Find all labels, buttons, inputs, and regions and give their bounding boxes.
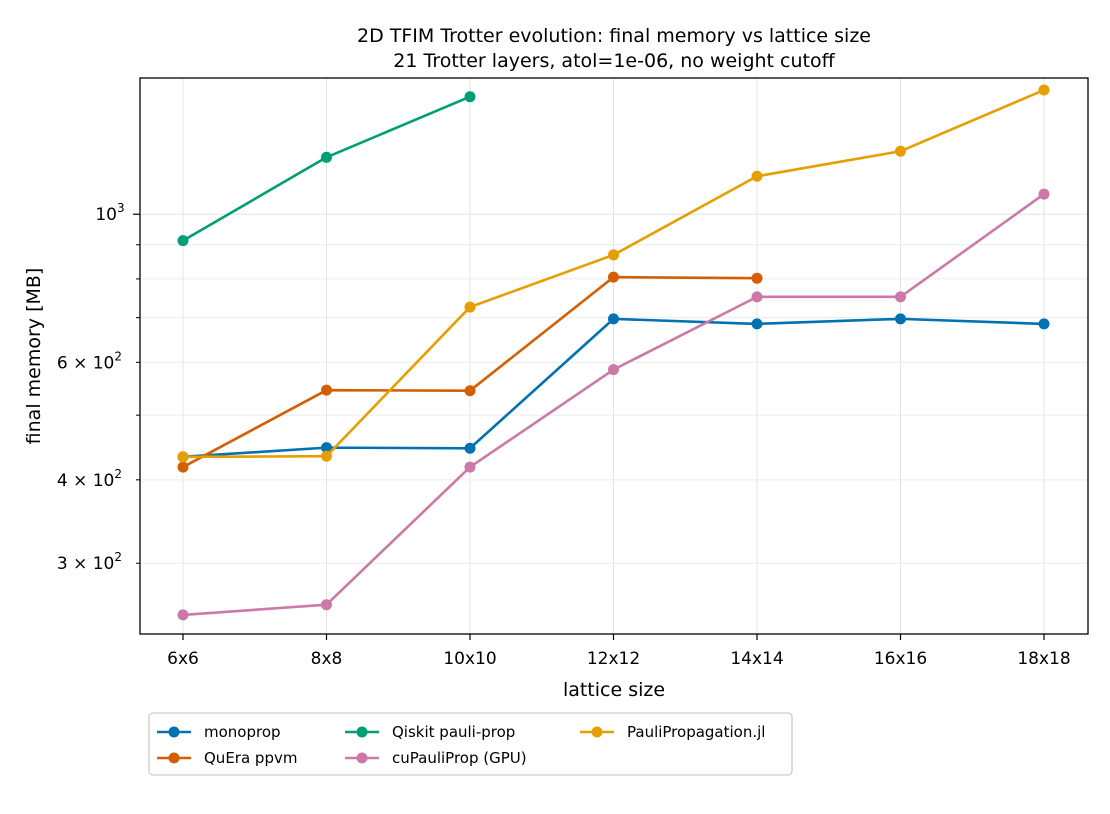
series-cupauliprop-gpu [177, 188, 1050, 621]
x-tick-label: 14x14 [730, 649, 783, 669]
data-point [464, 385, 476, 397]
data-point [608, 313, 619, 325]
data-point [321, 384, 332, 396]
legend-marker [168, 726, 180, 738]
legend-item: cuPauliProp (GPU) [345, 749, 527, 767]
series-qiskit-pauli-prop [177, 91, 476, 247]
data-point [895, 145, 906, 157]
y-tick-label: 103 [95, 201, 124, 225]
data-point [177, 451, 189, 463]
legend-item: Qiskit pauli-prop [345, 723, 515, 741]
x-tick-label: 12x12 [587, 649, 640, 669]
data-point [751, 272, 763, 284]
y-axis-ticks: 103 3 × 102 4 × 102 6 × 102 [57, 201, 140, 574]
legend-label: QuEra ppvm [204, 749, 297, 767]
legend-marker [356, 752, 368, 764]
legend-item: QuEra ppvm [157, 749, 297, 767]
legend-frame [148, 712, 793, 776]
legend-label: monoprop [204, 723, 281, 741]
data-point [608, 249, 619, 261]
data-point [321, 442, 332, 454]
data-point [1038, 84, 1050, 96]
data-point [464, 442, 476, 454]
x-axis-label: lattice size [563, 679, 665, 701]
x-tick-label: 6x6 [167, 649, 199, 669]
data-point [895, 313, 906, 325]
x-axis-ticks: 6x6 8x8 10x10 12x12 14x14 16x16 18x18 [167, 634, 1071, 669]
data-point [321, 450, 332, 462]
legend-marker [168, 752, 180, 764]
legend: monoprop QuEra ppvm Qiskit pauli-prop cuPau… [148, 712, 793, 776]
series-layer [177, 84, 1050, 621]
plot-frame [139, 77, 1089, 635]
data-point [895, 291, 906, 303]
legend-label: Qiskit pauli-prop [392, 723, 515, 741]
data-point [177, 235, 189, 247]
data-point [177, 461, 189, 473]
series-monoprop [177, 313, 1050, 463]
data-point [1038, 188, 1050, 200]
y-tick-label: 3 × 102 [57, 550, 122, 574]
legend-marker [356, 726, 368, 738]
chart-subtitle: 21 Trotter layers, atol=1e-06, no weight… [393, 50, 835, 72]
data-point [321, 599, 332, 611]
data-point [608, 271, 619, 283]
data-point [751, 291, 763, 303]
legend-marker [591, 726, 603, 738]
legend-item: PauliPropagation.jl [580, 723, 765, 741]
data-point [751, 170, 763, 182]
y-axis-label: final memory [MB] [23, 268, 45, 445]
data-point [464, 461, 476, 473]
legend-label: PauliPropagation.jl [627, 723, 765, 741]
legend-label: cuPauliProp (GPU) [392, 749, 527, 767]
chart-title: 2D TFIM Trotter evolution: final memory … [357, 25, 871, 47]
x-tick-label: 8x8 [311, 649, 343, 669]
x-tick-label: 10x10 [443, 649, 496, 669]
y-tick-label: 4 × 102 [57, 467, 122, 491]
data-point [321, 151, 332, 163]
x-tick-label: 18x18 [1017, 649, 1070, 669]
legend-item: monoprop [157, 723, 281, 741]
series-quera-ppvm [177, 271, 763, 473]
y-tick-label: 6 × 102 [57, 349, 122, 373]
data-point [608, 364, 619, 376]
data-point [1038, 318, 1050, 330]
data-point [464, 91, 476, 103]
series-paulipropagation-jl [177, 84, 1050, 463]
data-point [751, 318, 763, 330]
x-tick-label: 16x16 [874, 649, 927, 669]
data-point [177, 609, 189, 621]
grid-layer [140, 78, 1088, 634]
data-point [464, 301, 476, 313]
